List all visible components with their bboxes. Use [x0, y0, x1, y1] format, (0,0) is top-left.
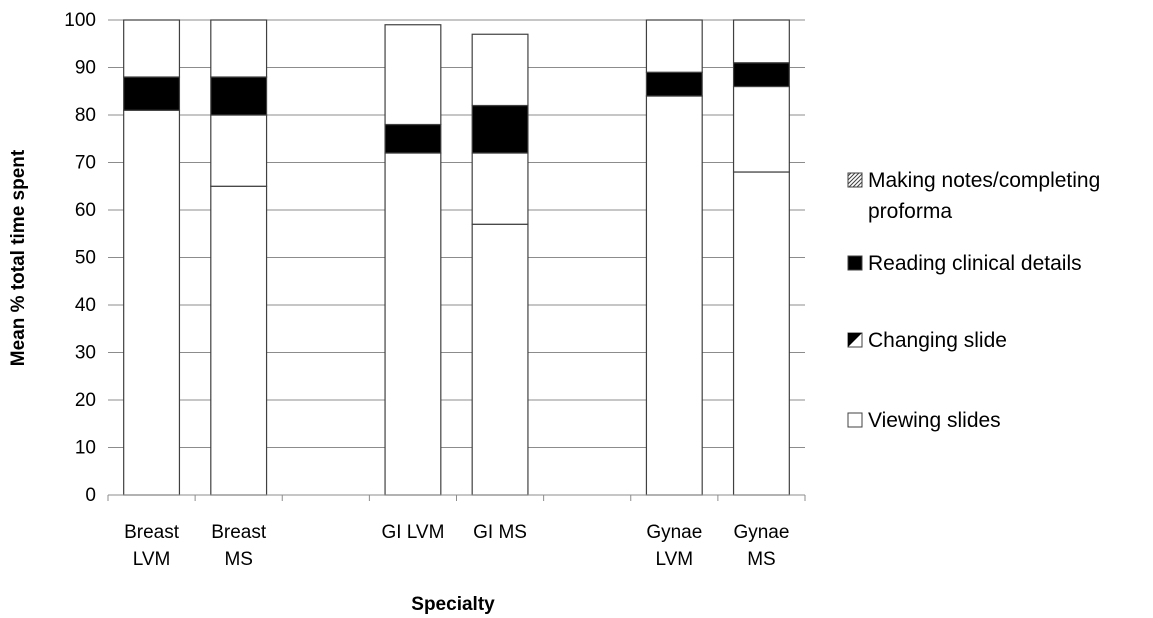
category-label: Breast: [211, 522, 267, 543]
bar-segment-reading-clinical-details-3: [471, 104, 529, 154]
bar-segment-making-notes-completing-proforma-1: [210, 19, 268, 78]
legend-swatch-black: [847, 255, 863, 271]
y-tick-label: 90: [75, 58, 96, 79]
category-label: LVM: [133, 549, 171, 570]
legend-item: Reading clinical details: [847, 252, 1082, 275]
category-label: Breast: [124, 522, 180, 543]
y-tick-label: 20: [75, 390, 96, 411]
y-axis-title: Mean % total time spent: [8, 149, 29, 366]
legend-label: proforma: [868, 200, 952, 223]
bar-segment-changing-slide-3: [471, 152, 529, 225]
category-label: MS: [224, 549, 253, 570]
y-tick-label: 80: [75, 105, 96, 126]
bar-segment-viewing-slides-3: [471, 223, 529, 496]
legend-item: Changing slide: [847, 329, 1007, 352]
y-tick-label: 10: [75, 438, 96, 459]
category-label: GI MS: [473, 522, 527, 543]
legend-swatch-white: [847, 412, 863, 428]
bar-segment-reading-clinical-details-1: [210, 76, 268, 116]
bar-segment-making-notes-completing-proforma-0: [123, 19, 181, 78]
legend-swatch-hatched: [847, 172, 863, 188]
y-tick-label: 50: [75, 248, 96, 269]
bar-segment-making-notes-completing-proforma-2: [384, 24, 442, 126]
category-label: MS: [747, 549, 776, 570]
y-tick-label: 70: [75, 153, 96, 174]
bar-segment-viewing-slides-4: [645, 95, 703, 496]
bar-segment-viewing-slides-2: [384, 152, 442, 496]
bar-segment-reading-clinical-details-4: [645, 71, 703, 97]
legend-item: Viewing slides: [847, 409, 1001, 432]
bar-segment-making-notes-completing-proforma-3: [471, 33, 529, 107]
category-label: Gynae: [646, 522, 702, 543]
category-label: LVM: [655, 549, 693, 570]
bar-segment-making-notes-completing-proforma-4: [645, 19, 703, 73]
legend-label: Changing slide: [868, 329, 1007, 352]
legend-label: Viewing slides: [868, 409, 1001, 432]
y-tick-label: 0: [85, 485, 96, 506]
bar-segment-reading-clinical-details-0: [123, 76, 181, 111]
bar-segment-making-notes-completing-proforma-5: [732, 19, 790, 64]
legend-label: Making notes/completing: [868, 169, 1100, 192]
x-axis-title: Specialty: [411, 594, 495, 615]
y-tick-label: 30: [75, 343, 96, 364]
bars: [123, 19, 790, 496]
y-axis-ticks: 0 10 20 30 40 50 60 70 80 90 100: [64, 10, 96, 506]
bar-segment-changing-slide-5: [732, 85, 790, 173]
bar-segment-changing-slide-1: [210, 114, 268, 187]
y-tick-label: 100: [64, 10, 96, 31]
legend: Making notes/completing proforma Reading c…: [847, 169, 1100, 432]
y-tick-label: 40: [75, 295, 96, 316]
x-axis: [107, 494, 806, 501]
legend-item: Making notes/completing proforma: [847, 169, 1100, 223]
bar-segment-reading-clinical-details-5: [732, 62, 790, 88]
category-labels: Breast LVM Breast MS GI LVM GI MS Gynae LVM Gyna…: [124, 522, 789, 570]
bar-segment-reading-clinical-details-2: [384, 123, 442, 154]
category-label: GI LVM: [381, 522, 444, 543]
bar-segment-viewing-slides-5: [732, 171, 790, 496]
bar-segment-viewing-slides-0: [123, 109, 181, 496]
legend-label: Reading clinical details: [868, 252, 1082, 275]
legend-swatch-half-fill: [848, 333, 862, 347]
bar-segment-viewing-slides-1: [210, 185, 268, 496]
y-tick-label: 60: [75, 200, 96, 221]
category-label: Gynae: [733, 522, 789, 543]
